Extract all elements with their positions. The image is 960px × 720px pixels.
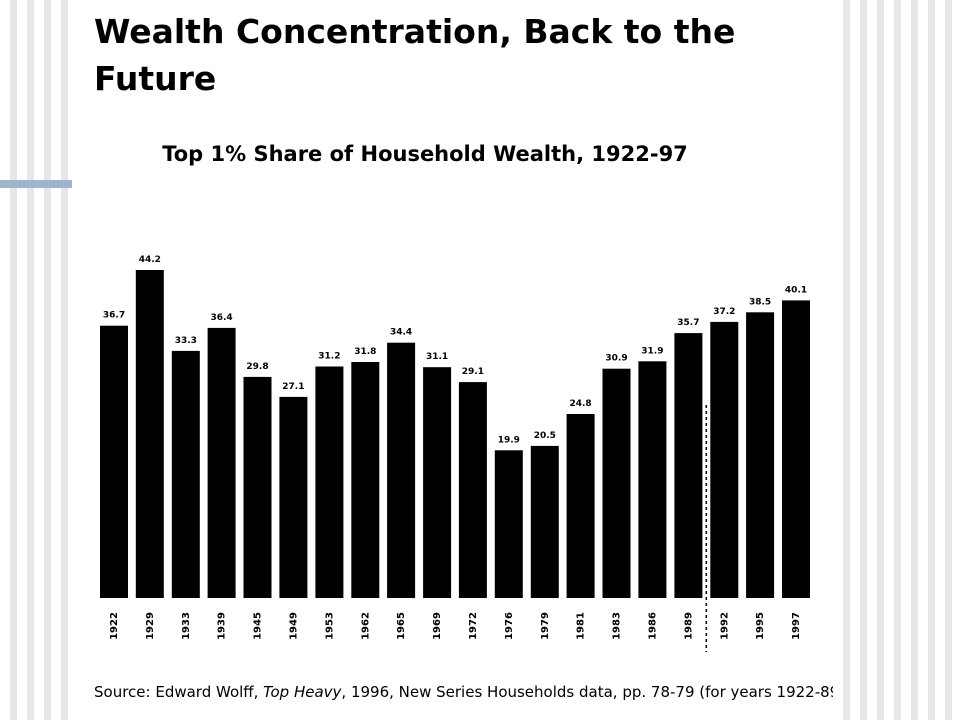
source-note: Source: Edward Wolff, Top Heavy, 1996, N… [94,680,833,705]
tick-label-1939: 1939 [217,612,228,640]
tick-label-1992: 1992 [719,612,730,640]
bar-1953 [315,366,344,598]
bar-1989 [674,333,703,598]
bar-1972 [458,382,487,598]
tick-label-1922: 1922 [109,612,120,640]
bar-1922 [100,325,128,598]
bar-1933 [171,350,200,598]
bar-chart: 36.7 44.2 33.3 36.4 29.8 27.1 31.2 31.8 34.4 31.1… [100,255,810,652]
value-labels: 36.7 44.2 33.3 36.4 29.8 27.1 31.2 31.8 34.4 31.1… [103,255,807,445]
value-label-1945: 29.8 [246,362,268,372]
value-label-1933: 33.3 [175,336,197,346]
value-label-1972: 29.1 [462,367,484,377]
source-rest: , 1996, New Series Households data, pp. … [341,683,833,701]
bar-1965 [387,342,416,598]
value-label-1989: 35.7 [677,318,699,328]
bar-1945 [243,376,272,598]
tick-label-1983: 1983 [612,612,623,640]
tick-label-1933: 1933 [181,612,192,640]
tick-label-1969: 1969 [432,612,443,640]
value-label-1939: 36.4 [210,313,232,323]
tick-label-1945: 1945 [253,612,264,640]
value-label-1979: 20.5 [534,431,556,441]
value-label-1983: 30.9 [605,354,627,364]
x-tick-labels: 1922 1929 1933 1939 1945 1949 1953 1962 1965 1969… [109,612,802,640]
tick-label-1953: 1953 [324,612,335,640]
value-label-1992: 37.2 [713,307,735,317]
value-label-1949: 27.1 [282,382,304,392]
source-book-title: Top Heavy [263,683,342,701]
value-label-1962: 31.8 [354,347,376,357]
bar-1997 [782,300,810,598]
chart-title: Top 1% Share of Household Wealth, 1922-9… [162,142,688,166]
bar-1983 [602,368,631,598]
value-label-1969: 31.1 [426,352,448,362]
tick-label-1949: 1949 [288,612,299,640]
tick-label-1962: 1962 [360,612,371,640]
bar-1986 [638,361,667,598]
value-label-1922: 36.7 [103,311,125,321]
tick-label-1997: 1997 [791,612,802,640]
tick-label-1979: 1979 [540,612,551,640]
bar-1969 [423,367,452,598]
value-label-1997: 40.1 [785,285,807,295]
bar-1962 [351,362,380,598]
bar-1929 [135,270,164,598]
bars [100,270,810,598]
bar-1939 [207,327,236,598]
bar-1992 [710,321,739,598]
value-label-1981: 24.8 [569,399,591,409]
slide-title: Wealth Concentration, Back to the Future [94,12,736,98]
tick-label-1929: 1929 [145,612,156,640]
value-label-1965: 34.4 [390,328,412,338]
bar-1976 [494,450,523,598]
tick-label-1976: 1976 [504,612,515,640]
tick-label-1965: 1965 [396,612,407,640]
slide-panel: Wealth Concentration, Back to the Future… [72,0,833,720]
source-prefix: Source: Edward Wolff, [94,683,264,701]
bar-1981 [566,414,595,598]
tick-label-1981: 1981 [576,612,587,640]
tick-label-1986: 1986 [647,612,658,640]
tick-label-1972: 1972 [468,612,479,640]
value-label-1929: 44.2 [139,255,161,265]
value-label-1976: 19.9 [498,435,520,445]
tick-label-1995: 1995 [755,612,766,640]
tick-label-1989: 1989 [683,612,694,640]
value-label-1953: 31.2 [318,352,340,362]
bar-1995 [746,312,775,598]
value-label-1986: 31.9 [641,346,663,356]
title-accent-line [0,180,72,188]
value-label-1995: 38.5 [749,297,771,307]
bar-1949 [279,396,308,598]
bar-1979 [530,445,559,598]
